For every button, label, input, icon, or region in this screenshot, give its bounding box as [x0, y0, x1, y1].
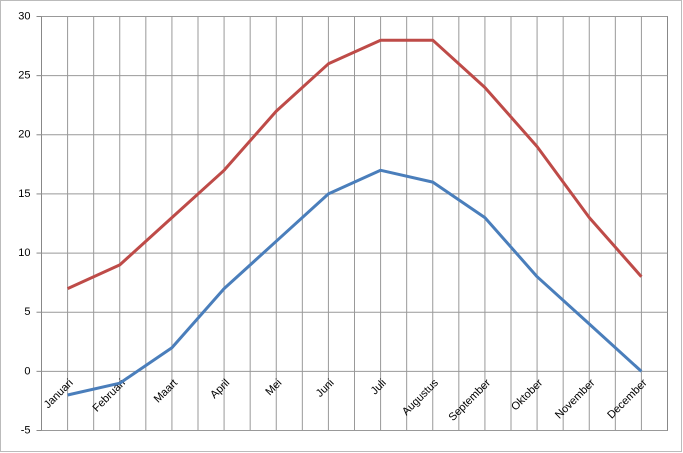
y-tick-label: 30	[18, 10, 30, 22]
y-tick-label: 5	[24, 306, 30, 318]
series-line	[66, 38, 643, 290]
series-line	[67, 168, 643, 397]
y-tick-label: 10	[18, 247, 30, 259]
y-tick-label: 20	[18, 129, 30, 141]
y-tick-label: 15	[18, 188, 30, 200]
y-tick-label: 0	[24, 365, 30, 377]
y-tick-label: -5	[21, 424, 31, 436]
y-tick-label: 25	[18, 70, 30, 82]
